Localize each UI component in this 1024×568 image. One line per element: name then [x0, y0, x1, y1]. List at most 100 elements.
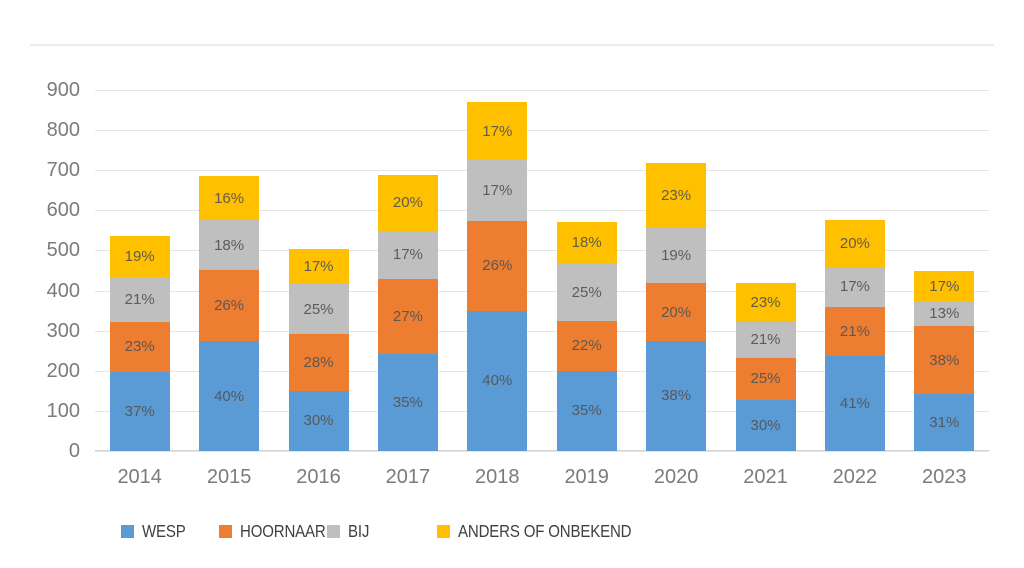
bar-segment-wesp-2019: 35% [556, 370, 617, 451]
bar-segment-bij-2018: 17% [467, 160, 528, 222]
x-axis-label-2020: 2020 [653, 466, 699, 488]
segment-percentage-label: 21% [124, 291, 155, 309]
segment-percentage-label: 28% [303, 354, 334, 372]
legend-swatch-bij [327, 525, 340, 538]
y-tick-label: 300 [46, 319, 80, 342]
segment-percentage-label: 18% [571, 234, 602, 252]
segment-percentage-label: 25% [750, 370, 781, 388]
segment-percentage-label: 22% [571, 337, 602, 355]
bar-segment-hoornaar-2019: 22% [556, 321, 617, 371]
segment-percentage-label: 35% [392, 393, 423, 411]
bar-column-2015: 40% 26% 18% 16% [199, 176, 260, 451]
segment-percentage-label: 20% [661, 303, 692, 321]
y-tick-label: 900 [46, 79, 80, 101]
gridline [95, 250, 989, 252]
legend-item-bij: BIJ [327, 521, 373, 542]
x-axis-label-2022: 2022 [832, 466, 878, 488]
bar-segment-bij-2021: 21% [735, 321, 796, 358]
segment-percentage-label: 17% [482, 122, 513, 140]
segment-percentage-label: 19% [124, 248, 155, 266]
bar-segment-wesp-2020: 38% [646, 340, 707, 451]
bar-segment-wesp-2021: 30% [735, 400, 796, 451]
segment-percentage-label: 13% [929, 305, 960, 323]
segment-percentage-label: 16% [214, 189, 245, 207]
x-axis-label-2023: 2023 [922, 466, 967, 488]
x-axis-label-2015: 2015 [206, 466, 252, 488]
plot-area: 37% 23% 21% 19% 40% 26% 18% 16% 30% 28% 25% 17% 35% 2… [95, 90, 989, 452]
bar-segment-bij-2014: 21% [109, 277, 170, 323]
segment-percentage-label: 20% [839, 234, 870, 252]
bar-segment-anders-of-onbekend-2019: 18% [556, 221, 617, 264]
bar-segment-anders-of-onbekend-2014: 19% [109, 236, 170, 278]
bar-segment-hoornaar-2023: 38% [914, 325, 975, 395]
bar-segment-hoornaar-2016: 28% [288, 334, 349, 391]
segment-percentage-label: 40% [214, 387, 245, 405]
bar-segment-hoornaar-2017: 27% [377, 278, 438, 354]
gridline [95, 410, 989, 412]
segment-percentage-label: 38% [929, 351, 960, 369]
segment-percentage-label: 40% [482, 372, 513, 390]
bar-column-2018: 40% 26% 17% 17% [467, 102, 528, 451]
y-tick-label: 200 [46, 359, 80, 382]
top-divider-line [30, 44, 994, 46]
legend-label: HOORNAAR [240, 521, 326, 541]
legend-label: WESP [142, 521, 186, 541]
bar-segment-anders-of-onbekend-2016: 17% [288, 249, 349, 284]
segment-percentage-label: 38% [661, 387, 692, 405]
bar-segment-wesp-2014: 37% [109, 371, 170, 451]
y-tick-label: 500 [46, 239, 80, 262]
segment-percentage-label: 17% [839, 278, 870, 296]
segment-percentage-label: 17% [482, 182, 513, 200]
x-axis-label-2021: 2021 [743, 466, 788, 488]
bar-segment-hoornaar-2015: 26% [199, 269, 260, 342]
x-axis-label-2018: 2018 [475, 466, 520, 488]
segment-percentage-label: 31% [929, 414, 960, 432]
segment-percentage-label: 25% [571, 283, 602, 301]
segment-percentage-label: 26% [482, 257, 513, 275]
bar-segment-hoornaar-2018: 26% [467, 221, 528, 311]
legend-swatch-hoornaar [219, 525, 232, 538]
x-axis-label-2016: 2016 [296, 466, 341, 488]
legend-item-wesp: WESP [121, 521, 193, 542]
gridline [95, 130, 989, 132]
bar-column-2014: 37% 23% 21% 19% [109, 236, 170, 451]
bar-column-2020: 38% 20% 19% 23% [646, 163, 707, 451]
bar-segment-wesp-2017: 35% [377, 353, 438, 451]
bar-segment-anders-of-onbekend-2022: 20% [824, 220, 885, 267]
legend-swatch-wesp [121, 525, 134, 538]
bar-segment-anders-of-onbekend-2017: 20% [377, 175, 438, 231]
legend-label: ANDERS OF ONBEKEND [458, 521, 632, 541]
legend-item-hoornaar: HOORNAAR [219, 521, 340, 542]
bar-column-2017: 35% 27% 17% 20% [377, 175, 438, 451]
bar-column-2019: 35% 22% 25% 18% [556, 221, 617, 451]
bar-segment-anders-of-onbekend-2021: 23% [735, 282, 796, 322]
segment-percentage-label: 23% [661, 187, 692, 205]
y-tick-label: 600 [46, 199, 80, 222]
segment-percentage-label: 27% [392, 307, 423, 325]
segment-percentage-label: 30% [303, 412, 334, 430]
segment-percentage-label: 17% [929, 277, 960, 295]
legend-item-anders-of-onbekend: ANDERS OF ONBEKEND [437, 521, 660, 542]
segment-percentage-label: 20% [392, 194, 423, 212]
bar-segment-wesp-2023: 31% [914, 394, 975, 451]
bar-segment-bij-2019: 25% [556, 263, 617, 322]
legend-swatch-anders-of-onbekend [437, 525, 450, 538]
bar-segment-anders-of-onbekend-2018: 17% [467, 102, 528, 161]
segment-percentage-label: 23% [750, 293, 781, 311]
bar-segment-bij-2023: 13% [914, 301, 975, 326]
bar-segment-bij-2022: 17% [824, 266, 885, 307]
bar-segment-hoornaar-2021: 25% [735, 357, 796, 401]
bar-column-2016: 30% 28% 25% 17% [288, 249, 349, 451]
gridline [95, 370, 989, 372]
segment-percentage-label: 23% [124, 338, 155, 356]
segment-percentage-label: 35% [571, 402, 602, 420]
bar-segment-bij-2015: 18% [199, 220, 260, 270]
segment-percentage-label: 25% [303, 300, 334, 318]
segment-percentage-label: 37% [124, 402, 155, 420]
legend-label: BIJ [348, 521, 370, 541]
y-tick-label: 400 [46, 279, 80, 302]
x-axis-label-2019: 2019 [564, 466, 609, 488]
gridline [95, 330, 989, 332]
